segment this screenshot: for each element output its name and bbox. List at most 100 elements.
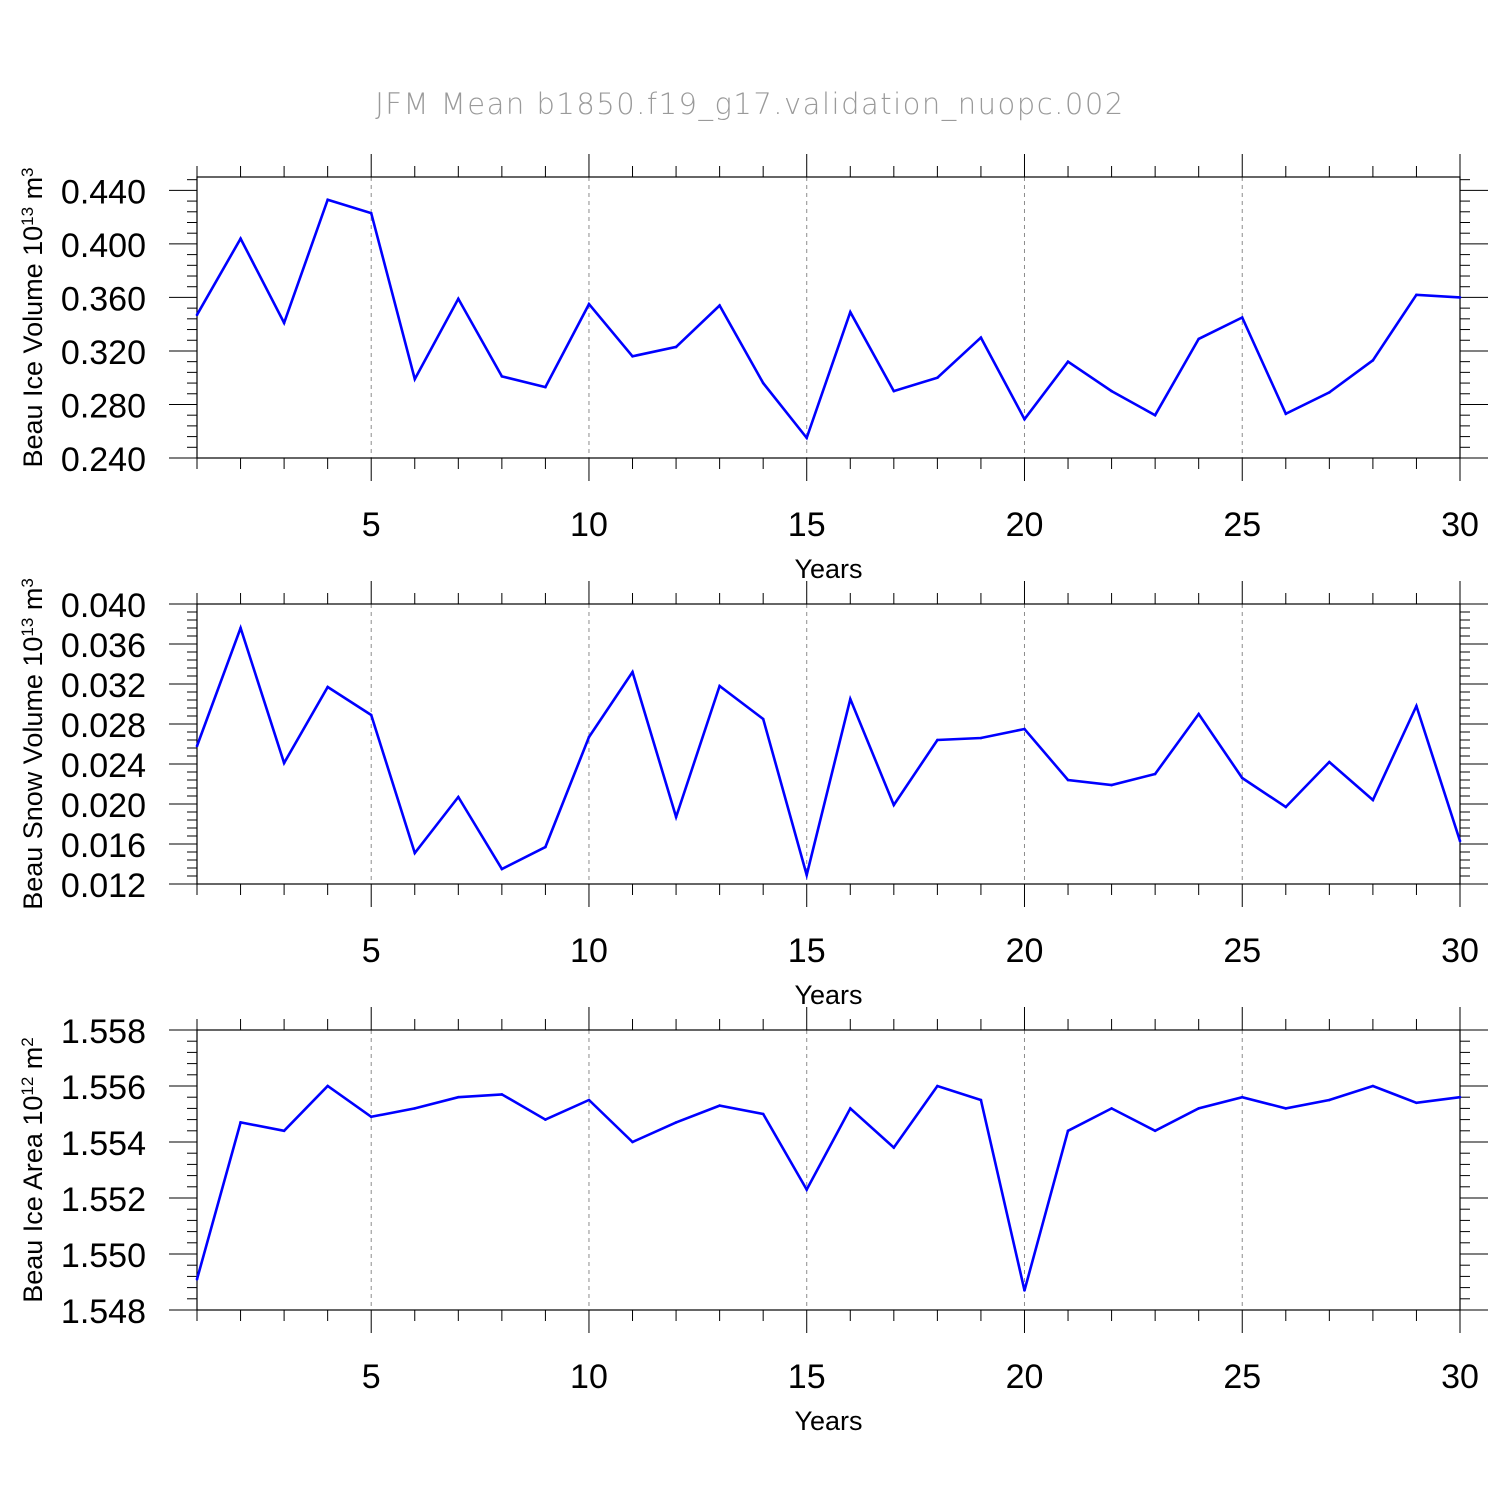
- data-point: [892, 1146, 896, 1149]
- data-point: [848, 310, 852, 314]
- data-point: [979, 736, 983, 740]
- data-point: [195, 313, 199, 317]
- data-point: [1153, 1129, 1157, 1133]
- data-point: [892, 389, 896, 393]
- data-point: [674, 815, 678, 819]
- y-tick-label: 1.556: [61, 1069, 146, 1107]
- x-tick-label: 30: [1441, 932, 1479, 970]
- data-point: [457, 1095, 460, 1099]
- data-point: [1153, 413, 1157, 417]
- y-axis-label-superscript: 3: [18, 167, 37, 176]
- data-point: [1284, 1107, 1288, 1110]
- data-point: [544, 1118, 547, 1121]
- data-point: [544, 385, 547, 389]
- data-point: [1066, 1129, 1070, 1133]
- data-point: [587, 302, 591, 306]
- y-axis-label-part: Beau Ice Area 10: [18, 1096, 48, 1303]
- x-tick-label: 10: [570, 932, 608, 970]
- data-point: [1023, 417, 1026, 421]
- figure-title: JFM Mean b1850.f19_g17.validation_nuopc.…: [375, 87, 1124, 122]
- data-point: [239, 626, 242, 630]
- data-point: [718, 304, 721, 307]
- data-point: [936, 738, 939, 742]
- y-tick-label: 0.028: [61, 707, 146, 745]
- data-point: [1458, 296, 1462, 299]
- data-point: [892, 803, 896, 807]
- y-tick-label: 1.548: [61, 1293, 146, 1331]
- data-point: [369, 211, 373, 215]
- data-point: [326, 198, 329, 202]
- data-point: [500, 1093, 504, 1096]
- data-point: [1415, 293, 1418, 297]
- data-point: [1197, 712, 1200, 716]
- y-tick-label: 0.040: [61, 587, 146, 625]
- plot-frame: [196, 176, 1461, 459]
- data-point: [674, 1121, 678, 1124]
- y-axis-label: Beau Ice Area 1012 m2: [18, 1037, 48, 1303]
- chart-panel-2: 0.0120.0160.0200.0240.0280.0320.0360.040…: [18, 578, 1488, 1010]
- data-point: [936, 1084, 939, 1088]
- y-tick-label: 0.012: [61, 867, 146, 905]
- x-tick-label: 15: [788, 506, 826, 544]
- data-point: [848, 1107, 852, 1110]
- y-axis-label-superscript: 12: [18, 1077, 37, 1096]
- y-tick-label: 1.552: [61, 1181, 146, 1219]
- data-point: [1066, 360, 1070, 363]
- y-axis-label-part: m: [18, 588, 48, 618]
- y-tick-label: 0.360: [61, 280, 146, 318]
- data-point: [413, 851, 417, 855]
- x-tick-label: 20: [1006, 506, 1044, 544]
- x-tick-label: 10: [570, 506, 608, 544]
- data-point: [761, 1112, 765, 1116]
- y-tick-label: 0.032: [61, 667, 146, 705]
- data-point: [1110, 389, 1113, 393]
- series-line: [195, 1084, 1461, 1291]
- data-point: [1110, 783, 1113, 787]
- data-point: [1066, 778, 1070, 782]
- data-point: [1328, 391, 1331, 394]
- data-point: [1240, 316, 1244, 319]
- y-tick-label: 0.024: [61, 747, 146, 785]
- x-tick-label: 20: [1006, 1358, 1044, 1396]
- data-point: [936, 376, 939, 380]
- y-tick-label: 0.440: [61, 173, 146, 211]
- x-tick-label: 15: [788, 1358, 826, 1396]
- data-point: [979, 336, 983, 339]
- y-axis-label-superscript: 3: [18, 578, 37, 587]
- data-point: [587, 1098, 591, 1102]
- data-point: [282, 1129, 286, 1133]
- data-point: [326, 1084, 329, 1088]
- data-point: [239, 1121, 242, 1124]
- series-line: [195, 624, 1462, 881]
- data-point: [805, 873, 809, 877]
- x-axis-label: Years: [794, 1406, 862, 1436]
- data-point: [369, 713, 373, 717]
- data-point: [1110, 1107, 1113, 1110]
- data-point: [195, 744, 199, 748]
- x-tick-label: 5: [362, 932, 381, 970]
- chart-panel-1: 0.240 0.280 0.320 0.360 0.400 0.440 5 10 15 20 25 3…: [18, 154, 1488, 584]
- y-tick-label: 1.558: [61, 1013, 146, 1051]
- data-point: [1371, 798, 1375, 802]
- y-axis-label: Beau Snow Volume 1013 m3: [18, 578, 48, 910]
- y-axis-label-superscript: 2: [18, 1037, 37, 1046]
- data-point: [1284, 412, 1288, 416]
- data-point: [1240, 776, 1244, 780]
- y-tick-label: 1.550: [61, 1237, 146, 1275]
- y-axis-label-part: m: [18, 1047, 48, 1077]
- data-point: [631, 1140, 634, 1144]
- data-point: [1153, 772, 1157, 776]
- data-point: [1023, 1289, 1026, 1292]
- data-point: [805, 436, 809, 440]
- x-axis-label: Years: [794, 554, 862, 584]
- data-point: [413, 1107, 417, 1110]
- x-tick-label: 20: [1006, 932, 1044, 970]
- data-point: [1328, 1098, 1331, 1102]
- y-tick-label: 0.280: [61, 387, 146, 425]
- chart-panel-3: 1.548 1.550 1.552 1.554 1.556 1.558 5 10 15 20 25 3…: [18, 1007, 1488, 1436]
- data-point: [1415, 704, 1418, 708]
- y-tick-label: 0.240: [61, 441, 146, 479]
- data-point: [282, 761, 286, 765]
